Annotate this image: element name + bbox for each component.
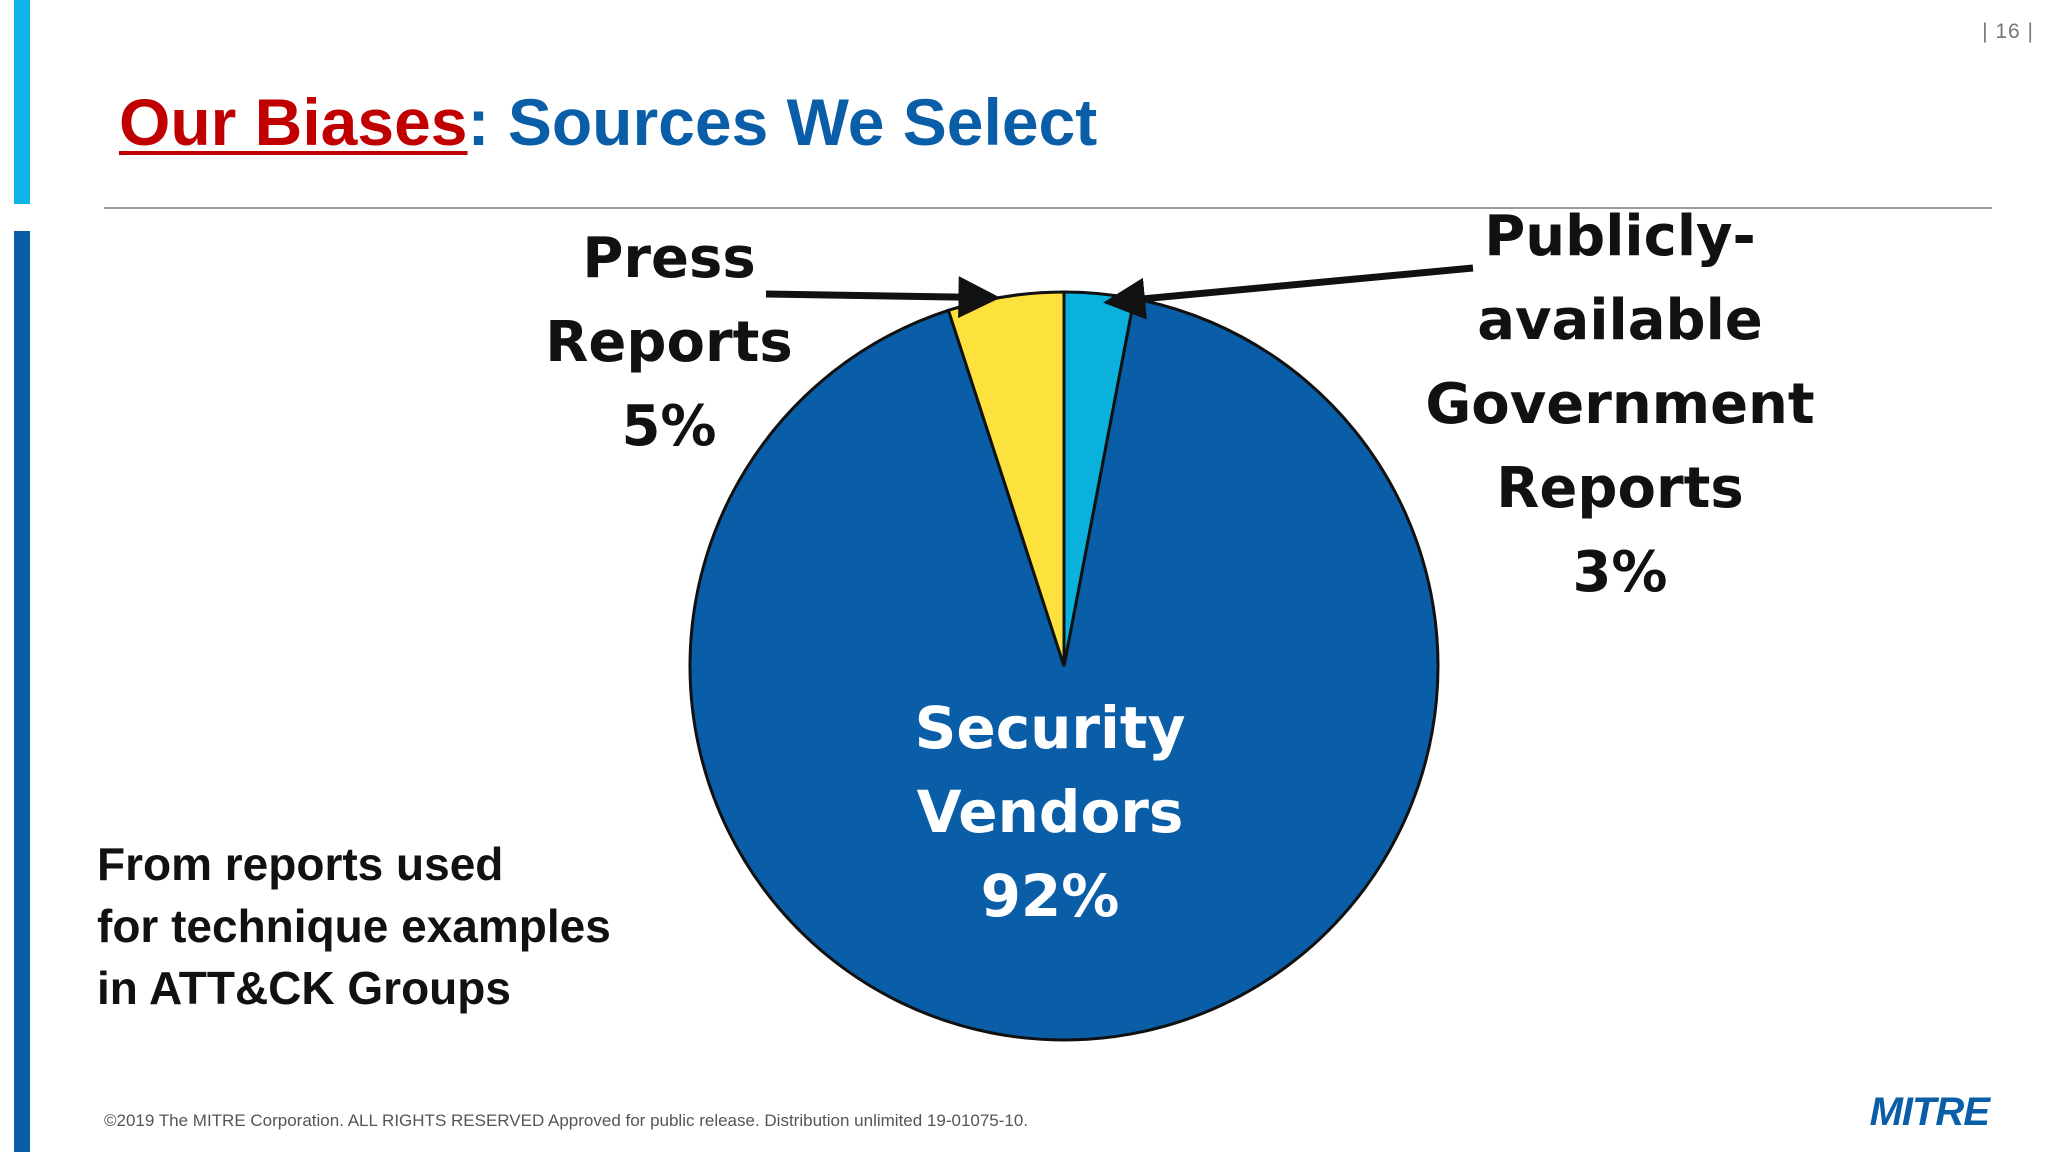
mitre-logo: MITRE — [1869, 1090, 1990, 1134]
footer-copyright: ©2019 The MITRE Corporation. ALL RIGHTS … — [104, 1111, 1029, 1130]
government-reports-arrow — [1103, 264, 1474, 320]
pie-label-publicly-available-government-reports: Publicly-available Government Reports 3% — [1425, 204, 1814, 605]
press-reports-arrow — [765, 276, 1001, 319]
caption-line: From reports used — [97, 838, 504, 890]
chart-caption: From reports used for technique examples… — [97, 833, 611, 1019]
title-rest: : Sources We Select — [467, 85, 1098, 159]
page-number: | 16 | — [1982, 20, 2034, 43]
pie-label-security-vendors: Security Vendors 92% — [915, 694, 1186, 930]
caption-line: in ATT&CK Groups — [97, 962, 511, 1014]
page-title: Our Biases: Sources We Select — [119, 82, 1097, 162]
title-divider — [104, 207, 1992, 209]
title-highlight: Our Biases — [119, 85, 468, 159]
accent-bar-top — [14, 0, 30, 204]
pie-label-press-reports: Press Reports 5% — [545, 226, 792, 459]
pie-slice-security-vendors — [688, 296, 1440, 1042]
accent-bar-bottom — [14, 231, 30, 1152]
caption-line: for technique examples — [97, 900, 611, 952]
